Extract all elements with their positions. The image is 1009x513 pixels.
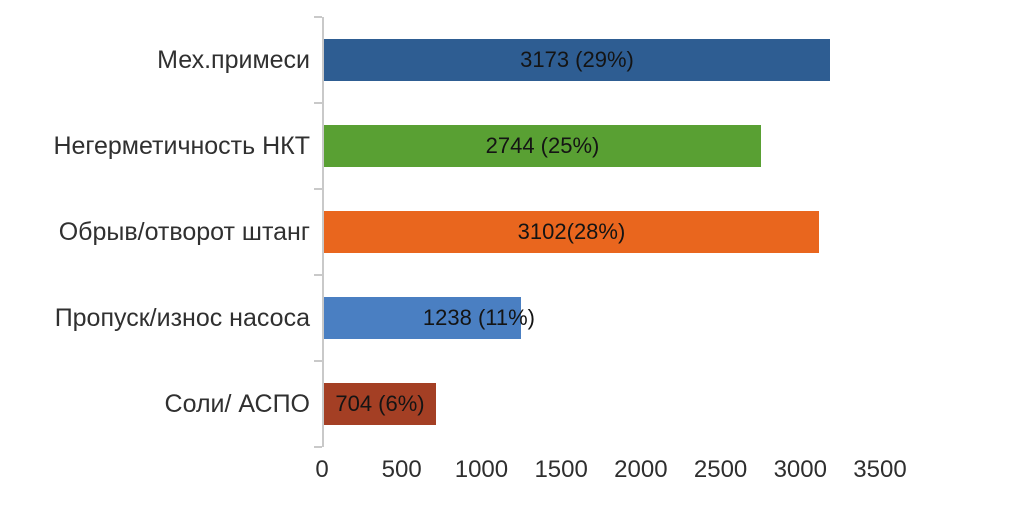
- y-axis-tick-mark: [314, 274, 322, 276]
- y-axis-tick-mark: [314, 360, 322, 362]
- x-axis-tick-label: 1000: [454, 456, 509, 483]
- bar-value-label: 2744 (25%): [485, 133, 600, 158]
- x-axis-tick-label: 0: [315, 456, 329, 483]
- x-axis-tick-label: 1500: [534, 456, 588, 483]
- bar-value-label: 1238 (11%): [422, 305, 535, 330]
- y-axis-tick-mark: [314, 102, 322, 104]
- bar-value-label: 3102(28%): [517, 219, 626, 244]
- bar-value-label: 3173 (29%): [520, 47, 634, 72]
- bar[interactable]: 1238 (11%): [324, 297, 535, 339]
- bar[interactable]: 704 (6%): [324, 383, 436, 425]
- x-axis-tick-label: 500: [381, 456, 422, 483]
- bar[interactable]: 2744 (25%): [324, 125, 761, 167]
- category-label: Мех.примеси: [157, 45, 310, 74]
- x-axis-tick-label: 3000: [773, 456, 827, 483]
- bar-value-label: 704 (6%): [335, 391, 425, 416]
- y-axis-tick-mark: [314, 188, 322, 190]
- x-axis-tick-label: 3500: [853, 456, 907, 483]
- category-label: Пропуск/износ насоса: [54, 303, 310, 332]
- y-axis-tick-mark: [314, 446, 322, 448]
- bar[interactable]: 3173 (29%): [324, 39, 830, 81]
- y-axis-line: [322, 17, 324, 447]
- category-label: Обрыв/отворот штанг: [58, 217, 310, 246]
- x-axis-tick-label: 2000: [614, 456, 668, 483]
- y-axis-tick-mark: [314, 16, 322, 18]
- category-label: Негерметичность НКТ: [53, 131, 310, 160]
- category-label: Соли/ АСПО: [164, 389, 310, 418]
- bar[interactable]: 3102(28%): [324, 211, 819, 253]
- x-axis-tick-label: 2500: [693, 456, 748, 483]
